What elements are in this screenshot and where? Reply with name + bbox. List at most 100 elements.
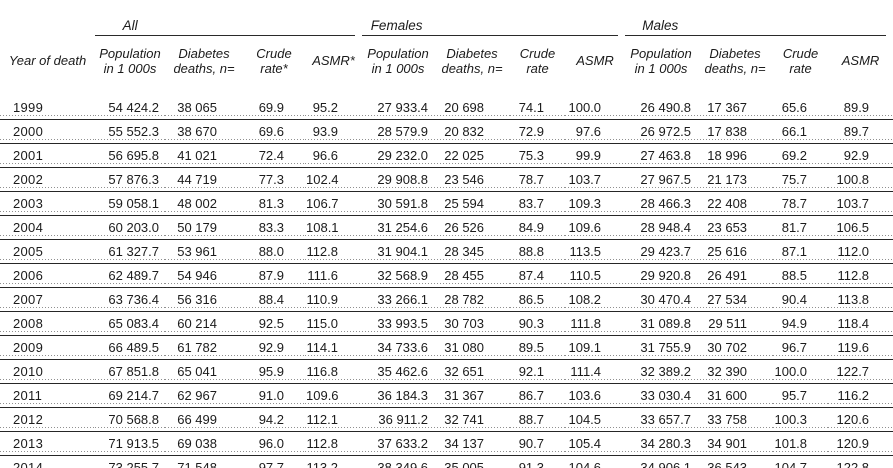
table-row: 2004 60 203.0 50 179 83.3 108.1 31 254.6 26 52… bbox=[0, 215, 893, 240]
value-cell: 17 367 bbox=[697, 96, 774, 120]
value-cell: 90.3 bbox=[510, 311, 566, 336]
all-deaths-header: Diabetes deaths, n= bbox=[173, 45, 235, 76]
value-cell: 106.7 bbox=[305, 191, 363, 216]
value-cell: 72.9 bbox=[510, 119, 566, 144]
value-cell: 22 025 bbox=[434, 143, 511, 168]
value-cell: 113.8 bbox=[828, 287, 893, 312]
value-cell: 27 534 bbox=[697, 287, 774, 312]
value-cell: 120.9 bbox=[828, 431, 893, 456]
value-cell: 27 967.5 bbox=[625, 167, 698, 192]
year-of-death-header: Year of death bbox=[8, 53, 87, 69]
value-cell: 115.0 bbox=[305, 311, 363, 336]
value-cell: 122.7 bbox=[828, 359, 893, 384]
value-cell: 62 489.7 bbox=[95, 263, 165, 288]
value-cell: 90.4 bbox=[773, 287, 829, 312]
value-cell: 120.6 bbox=[828, 407, 893, 432]
value-cell: 88.8 bbox=[510, 239, 566, 264]
value-cell: 66.1 bbox=[773, 119, 829, 144]
value-cell: 31 904.1 bbox=[362, 239, 435, 264]
value-cell: 92.5 bbox=[243, 311, 305, 336]
group-header-row: All Females Males bbox=[0, 6, 893, 36]
value-cell: 65 083.4 bbox=[95, 311, 165, 336]
value-cell: 55 552.3 bbox=[95, 119, 165, 144]
value-cell: 41 021 bbox=[165, 143, 243, 168]
value-cell: 17 838 bbox=[697, 119, 774, 144]
value-cell: 32 390 bbox=[697, 359, 774, 384]
group-males-underline: Males bbox=[625, 18, 887, 36]
table-row: 2010 67 851.8 65 041 95.9 116.8 35 462.6 32 65… bbox=[0, 359, 893, 384]
table-row: 2014 73 255.7 71 548 97.7 113.2 38 349.6 35 00… bbox=[0, 455, 893, 468]
value-cell: 84.9 bbox=[510, 215, 566, 240]
year-cell: 2001 bbox=[0, 143, 95, 168]
value-cell: 89.7 bbox=[828, 119, 893, 144]
value-cell: 25 616 bbox=[697, 239, 774, 264]
value-cell: 70 568.8 bbox=[95, 407, 165, 432]
value-cell: 30 470.4 bbox=[625, 287, 698, 312]
value-cell: 28 466.3 bbox=[625, 191, 698, 216]
value-cell: 28 579.9 bbox=[362, 119, 435, 144]
value-cell: 60 214 bbox=[165, 311, 243, 336]
value-cell: 87.4 bbox=[510, 263, 566, 288]
value-cell: 29 908.8 bbox=[362, 167, 435, 192]
value-cell: 86.7 bbox=[510, 383, 566, 408]
value-cell: 27 933.4 bbox=[362, 96, 435, 120]
value-cell: 109.6 bbox=[305, 383, 363, 408]
value-cell: 105.4 bbox=[565, 431, 626, 456]
females-asmr-header: ASMR bbox=[576, 53, 614, 69]
value-cell: 103.7 bbox=[565, 167, 626, 192]
value-cell: 93.9 bbox=[305, 119, 363, 144]
value-cell: 35 462.6 bbox=[362, 359, 435, 384]
value-cell: 89.5 bbox=[510, 335, 566, 360]
value-cell: 108.1 bbox=[305, 215, 363, 240]
value-cell: 31 600 bbox=[697, 383, 774, 408]
year-cell: 2004 bbox=[0, 215, 95, 240]
value-cell: 44 719 bbox=[165, 167, 243, 192]
value-cell: 111.8 bbox=[565, 311, 626, 336]
value-cell: 29 920.8 bbox=[625, 263, 698, 288]
value-cell: 32 389.2 bbox=[625, 359, 698, 384]
value-cell: 25 594 bbox=[434, 191, 511, 216]
males-asmr-header: ASMR bbox=[841, 53, 880, 69]
value-cell: 20 832 bbox=[434, 119, 511, 144]
table-row: 2012 70 568.8 66 499 94.2 112.1 36 911.2 32 74… bbox=[0, 407, 893, 432]
value-cell: 66 499 bbox=[165, 407, 243, 432]
table-row: 2002 57 876.3 44 719 77.3 102.4 29 908.8 23 54… bbox=[0, 167, 893, 192]
value-cell: 97.6 bbox=[565, 119, 626, 144]
group-header-spacer bbox=[0, 6, 95, 36]
value-cell: 103.6 bbox=[565, 383, 626, 408]
year-cell: 2005 bbox=[0, 239, 95, 264]
females-deaths-header: Diabetes deaths, n= bbox=[441, 45, 503, 76]
year-cell: 2010 bbox=[0, 359, 95, 384]
value-cell: 33 993.5 bbox=[362, 311, 435, 336]
value-cell: 54 424.2 bbox=[95, 96, 165, 120]
males-crude-rate-header: Crude rate bbox=[782, 45, 819, 76]
value-cell: 88.7 bbox=[510, 407, 566, 432]
table-row: 2006 62 489.7 54 946 87.9 111.6 32 568.9 28 45… bbox=[0, 263, 893, 288]
value-cell: 26 491 bbox=[697, 263, 774, 288]
all-population-header: Population in 1 000s bbox=[99, 45, 161, 76]
value-cell: 83.3 bbox=[243, 215, 305, 240]
value-cell: 54 946 bbox=[165, 263, 243, 288]
value-cell: 104.5 bbox=[565, 407, 626, 432]
value-cell: 106.5 bbox=[828, 215, 893, 240]
males-deaths-header: Diabetes deaths, n= bbox=[704, 45, 766, 76]
group-females-label: Females bbox=[370, 18, 423, 33]
value-cell: 36 184.3 bbox=[362, 383, 435, 408]
year-cell: 2006 bbox=[0, 263, 95, 288]
value-cell: 96.7 bbox=[773, 335, 829, 360]
value-cell: 112.8 bbox=[305, 431, 363, 456]
year-cell: 2000 bbox=[0, 119, 95, 144]
value-cell: 109.6 bbox=[565, 215, 626, 240]
value-cell: 36 543 bbox=[697, 455, 774, 468]
value-cell: 102.4 bbox=[305, 167, 363, 192]
value-cell: 38 670 bbox=[165, 119, 243, 144]
value-cell: 26 972.5 bbox=[625, 119, 698, 144]
year-cell: 2009 bbox=[0, 335, 95, 360]
table-body: 1999 54 424.2 38 065 69.9 95.2 27 933.4 20 698… bbox=[0, 96, 893, 468]
value-cell: 23 546 bbox=[434, 167, 511, 192]
value-cell: 75.7 bbox=[773, 167, 829, 192]
group-females: Females bbox=[362, 6, 625, 36]
value-cell: 53 961 bbox=[165, 239, 243, 264]
value-cell: 23 653 bbox=[697, 215, 774, 240]
value-cell: 32 568.9 bbox=[362, 263, 435, 288]
